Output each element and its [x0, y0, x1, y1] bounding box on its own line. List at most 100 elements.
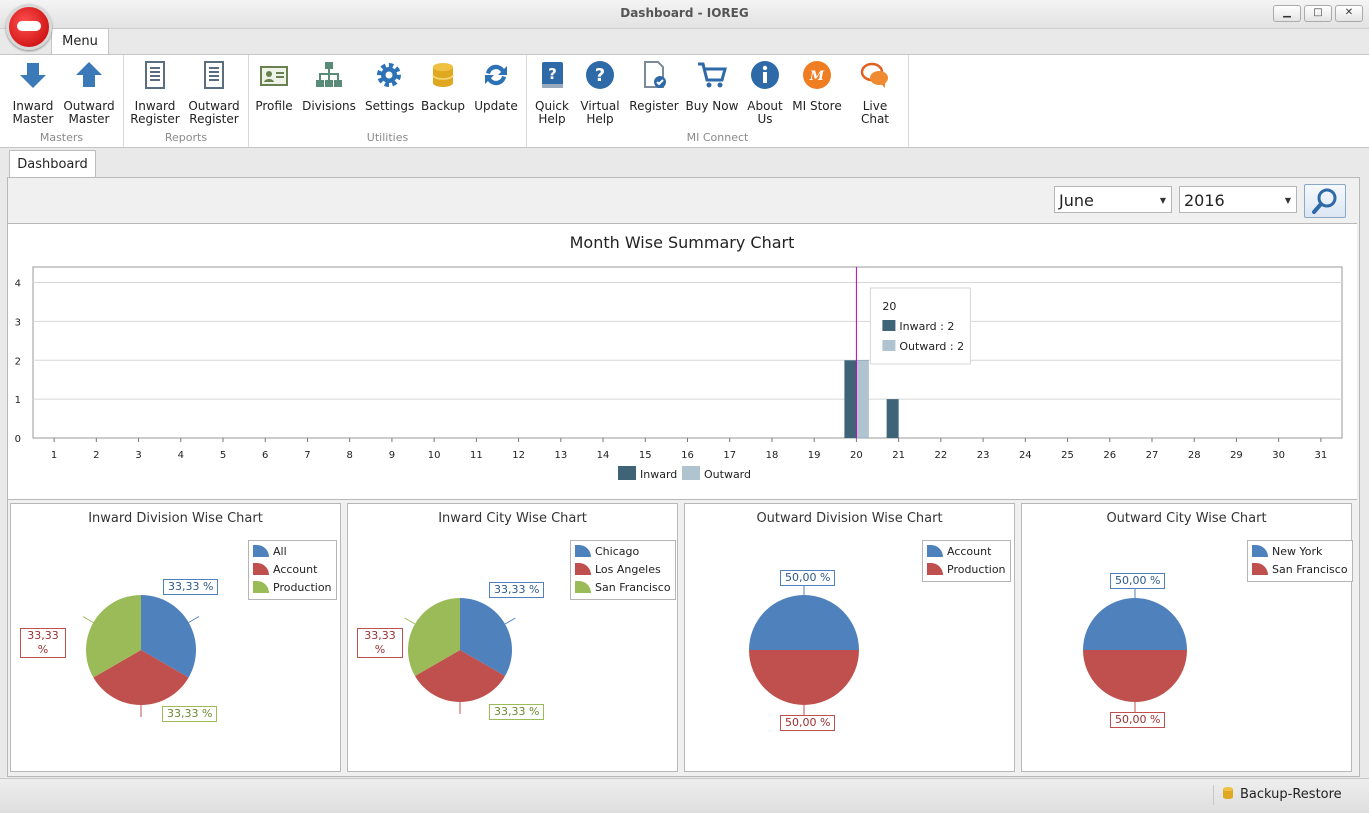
virtual-help-button[interactable]: ? Virtual Help	[578, 59, 622, 126]
group-label-utilities: Utilities	[366, 131, 409, 144]
refresh-icon	[485, 64, 507, 86]
ribbon-group-masters: Inward Master Outward Master Masters	[0, 55, 124, 147]
legend-swatch-outward	[682, 466, 700, 480]
close-button[interactable]: ✕	[1335, 5, 1363, 22]
x-tick-label: 12	[512, 450, 525, 461]
chart-title: Outward Division Wise Chart	[756, 511, 943, 526]
x-tick-label: 20	[850, 450, 863, 461]
outward-master-button[interactable]: Outward Master	[62, 59, 116, 126]
bar-outward	[856, 360, 869, 439]
quick-help-label: Quick Help	[535, 99, 569, 126]
x-tick-label: 22	[934, 450, 947, 461]
ribbon-group-reports: Inward Register Outward Register Reports	[124, 55, 249, 147]
tab-menu[interactable]: Menu	[51, 28, 109, 55]
gear-icon	[377, 63, 401, 87]
inward-register-button[interactable]: Inward Register	[130, 59, 180, 126]
pie-data-label: 50,00 %	[1110, 573, 1166, 589]
group-label-reports: Reports	[164, 131, 208, 144]
x-tick-label: 16	[681, 450, 694, 461]
tooltip-inward: Inward : 2	[899, 320, 954, 333]
pie-data-label: 33,33 %	[162, 706, 218, 722]
legend-item: Chicago	[575, 543, 671, 561]
legend-item: San Francisco	[1252, 561, 1348, 579]
x-tick-label: 28	[1188, 450, 1201, 461]
bar-inward	[886, 399, 899, 438]
pie-slice-account	[749, 595, 859, 650]
legend-label-outward: Outward	[704, 468, 751, 481]
year-select[interactable]: 2016 ▼	[1179, 186, 1297, 213]
legend-swatch-inward	[618, 466, 636, 480]
quick-help-button[interactable]: ? Quick Help	[531, 59, 573, 126]
register-label: Register	[629, 99, 679, 113]
title-bar	[0, 0, 1369, 29]
x-tick-label: 23	[977, 450, 990, 461]
y-tick-label: 2	[15, 356, 21, 367]
inward-division-pie-chart	[82, 595, 200, 717]
month-select[interactable]: June ▼	[1054, 186, 1172, 213]
maximize-button[interactable]: □	[1304, 5, 1332, 22]
x-tick-label: 10	[428, 450, 441, 461]
virtual-help-label: Virtual Help	[580, 99, 620, 126]
search-icon	[1312, 188, 1337, 214]
divisions-button[interactable]: Divisions	[301, 59, 357, 113]
x-tick-label: 26	[1103, 450, 1116, 461]
outward-register-button[interactable]: Outward Register	[186, 59, 242, 126]
register-button[interactable]: Register	[629, 59, 679, 113]
database-icon	[1223, 787, 1233, 799]
svg-text:?: ?	[595, 65, 605, 86]
legend-item: Account	[253, 561, 332, 579]
inward-division-chart-panel: Inward Division Wise Chart All Account P…	[10, 503, 341, 772]
document-icon	[204, 61, 224, 89]
pie-slice-production	[86, 595, 141, 678]
y-tick-label: 1	[15, 395, 21, 406]
x-tick-label: 14	[597, 450, 610, 461]
live-chat-label: Live Chat	[860, 99, 890, 126]
update-button[interactable]: Update	[473, 59, 519, 113]
database-icon	[432, 63, 454, 87]
divisions-label: Divisions	[302, 99, 356, 113]
about-us-button[interactable]: About Us	[745, 59, 785, 126]
window-title: Dashboard - IOREG	[620, 6, 749, 20]
profile-button[interactable]: Profile	[254, 59, 294, 113]
buy-now-button[interactable]: Buy Now	[685, 59, 739, 113]
minimize-button[interactable]: ▁	[1273, 5, 1301, 22]
chevron-down-icon: ▼	[1159, 196, 1166, 205]
legend-item: All	[253, 543, 332, 561]
pie-data-label: 33,33 %	[489, 704, 545, 720]
pie-slice-san-francisco	[408, 598, 460, 676]
svg-text:?: ?	[548, 65, 557, 83]
backup-restore-button[interactable]: Backup-Restore	[1213, 785, 1360, 805]
group-label-masters: Masters	[39, 131, 84, 144]
x-tick-label: 1	[51, 450, 57, 461]
pie-label-connector	[404, 617, 416, 625]
year-value: 2016	[1184, 191, 1225, 210]
ribbon-group-mi-connect: ? Quick Help ? Virtual Help Register Buy…	[527, 55, 909, 147]
tab-dashboard[interactable]: Dashboard	[9, 150, 96, 178]
search-button[interactable]	[1304, 184, 1346, 218]
y-tick-label: 0	[15, 434, 21, 445]
x-tick-label: 9	[389, 450, 395, 461]
x-tick-label: 2	[93, 450, 99, 461]
pie-slice-all	[141, 595, 196, 678]
backup-label: Backup	[421, 99, 465, 113]
pie-label-connector	[188, 616, 200, 623]
buy-now-label: Buy Now	[685, 99, 739, 113]
inward-city-chart-panel: Inward City Wise Chart Chicago Los Angel…	[347, 503, 678, 772]
x-tick-label: 11	[470, 450, 483, 461]
svg-text:M: M	[809, 69, 825, 84]
inward-master-button[interactable]: Inward Master	[8, 59, 58, 126]
y-tick-label: 3	[15, 317, 21, 328]
tooltip-swatch-outward	[882, 340, 896, 351]
backup-button[interactable]: Backup	[421, 59, 465, 113]
mi-store-button[interactable]: M MI Store	[791, 59, 843, 113]
inward-register-label: Inward Register	[130, 99, 180, 126]
ribbon: Inward Master Outward Master Masters Inw…	[0, 54, 1369, 148]
legend-item: Los Angeles	[575, 561, 671, 579]
x-tick-label: 6	[262, 450, 268, 461]
pie-slice-production	[749, 650, 859, 705]
live-chat-button[interactable]: Live Chat	[849, 59, 901, 126]
register-check-icon	[644, 61, 666, 88]
settings-button[interactable]: Settings	[365, 59, 414, 113]
app-logo-icon[interactable]	[6, 4, 52, 50]
